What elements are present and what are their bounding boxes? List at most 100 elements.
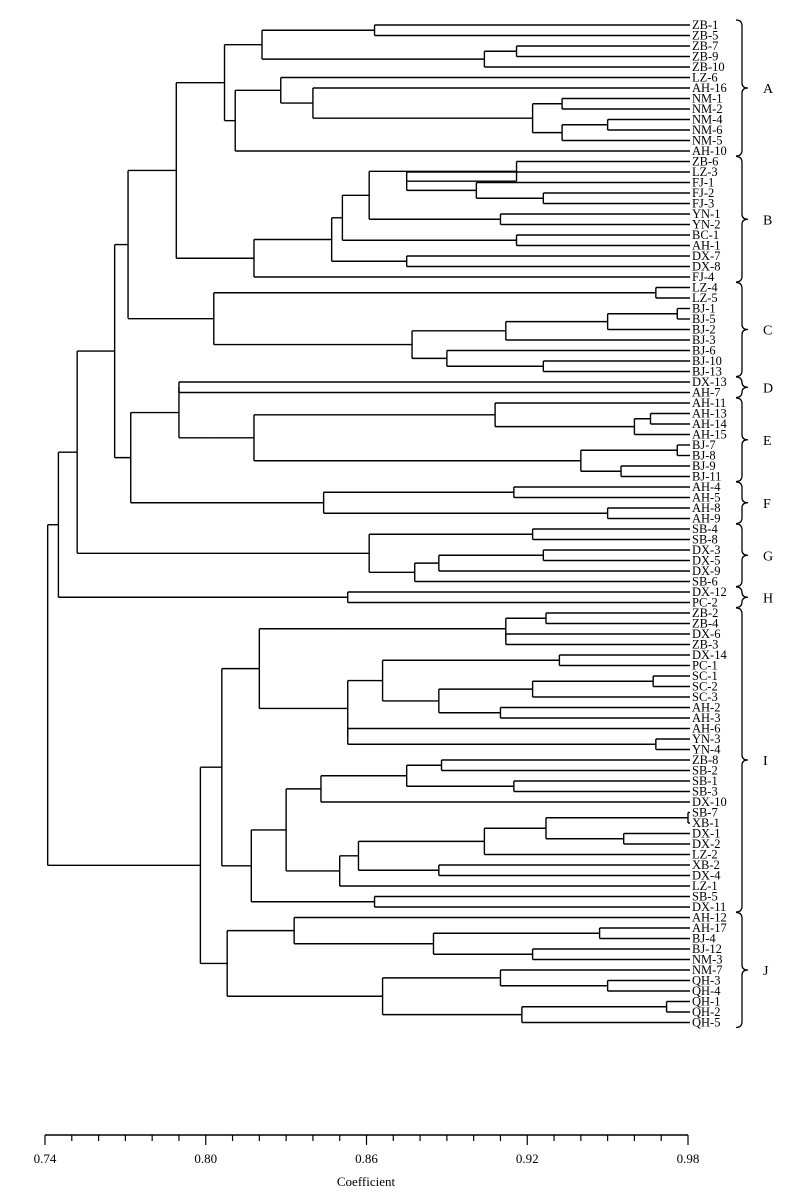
- leaf-label: SB-4: [692, 522, 718, 536]
- x-tick-label: 0.74: [34, 1151, 57, 1166]
- leaf-label: AH-14: [692, 417, 727, 431]
- leaf-label: ZB-3: [692, 638, 718, 652]
- leaf-label: BJ-5: [692, 312, 716, 326]
- leaf-label: LZ-6: [692, 71, 718, 85]
- leaf-label: LZ-2: [692, 848, 718, 862]
- leaf-label: DX-10: [692, 795, 727, 809]
- leaf-label: NM-4: [692, 113, 723, 127]
- leaf-label: LZ-4: [692, 281, 718, 295]
- leaf-label: YN-4: [692, 743, 721, 757]
- leaf-labels: ZB-1ZB-5ZB-7ZB-9ZB-10LZ-6AH-16NM-1NM-2NM…: [692, 18, 727, 1030]
- leaf-label: PC-1: [692, 659, 718, 673]
- leaf-label: SB-8: [692, 533, 718, 547]
- leaf-label: SC-2: [692, 680, 718, 694]
- group-label: J: [763, 964, 769, 979]
- x-tick-label: 0.86: [355, 1151, 378, 1166]
- leaf-label: DX-13: [692, 375, 727, 389]
- dendrogram-branches: [46, 24, 690, 1024]
- leaf-label: SC-1: [692, 669, 718, 683]
- leaf-label: ZB-7: [692, 39, 718, 53]
- leaf-label: SB-6: [692, 575, 718, 589]
- group-brace: [735, 281, 749, 378]
- x-tick-label: 0.98: [677, 1151, 700, 1166]
- group-label: C: [763, 324, 772, 339]
- leaf-label: AH-15: [692, 428, 727, 442]
- leaf-label: AH-17: [692, 921, 727, 935]
- leaf-label: BJ-4: [692, 932, 716, 946]
- x-tick-label: 0.80: [194, 1151, 217, 1166]
- leaf-label: QH-3: [692, 974, 720, 988]
- leaf-label: NM-2: [692, 102, 723, 116]
- leaf-label: DX-14: [692, 648, 727, 662]
- leaf-label: AH-10: [692, 144, 727, 158]
- leaf-label: SB-7: [692, 806, 718, 820]
- group-label: E: [763, 434, 772, 449]
- leaf-label: ZB-10: [692, 60, 725, 74]
- group-label: F: [763, 497, 771, 512]
- leaf-label: NM-5: [692, 134, 723, 148]
- leaf-label: DX-5: [692, 554, 720, 568]
- leaf-label: ZB-8: [692, 753, 718, 767]
- group-brace: [735, 607, 749, 913]
- group-brace: [735, 155, 749, 283]
- leaf-label: NM-3: [692, 953, 723, 967]
- group-brace: [735, 911, 749, 1029]
- leaf-label: BJ-6: [692, 344, 716, 358]
- leaf-label: AH-9: [692, 512, 720, 526]
- leaf-label: DX-4: [692, 869, 721, 883]
- leaf-label: ZB-6: [692, 155, 718, 169]
- leaf-label: AH-8: [692, 501, 720, 515]
- leaf-label: DX-8: [692, 260, 720, 274]
- leaf-label: DX-1: [692, 827, 720, 841]
- leaf-label: FJ-2: [692, 186, 714, 200]
- leaf-label: AH-5: [692, 491, 720, 505]
- leaf-label: BJ-9: [692, 459, 716, 473]
- leaf-label: QH-5: [692, 1016, 720, 1030]
- group-brace: [735, 376, 749, 399]
- leaf-label: AH-16: [692, 81, 727, 95]
- leaf-label: DX-7: [692, 249, 720, 263]
- leaf-label: AH-2: [692, 701, 720, 715]
- leaf-label: QH-2: [692, 1005, 720, 1019]
- leaf-label: LZ-3: [692, 165, 718, 179]
- x-tick-label: 0.92: [516, 1151, 539, 1166]
- leaf-label: AH-12: [692, 911, 727, 925]
- leaf-label: SC-3: [692, 690, 718, 704]
- group-label: I: [763, 754, 768, 769]
- leaf-label: BJ-7: [692, 438, 716, 452]
- leaf-label: SB-3: [692, 785, 718, 799]
- leaf-label: DX-11: [692, 900, 726, 914]
- leaf-label: FJ-1: [692, 176, 714, 190]
- group-label: G: [763, 549, 773, 564]
- leaf-label: BJ-3: [692, 333, 716, 347]
- leaf-label: BJ-11: [692, 470, 721, 484]
- leaf-label: AH-3: [692, 711, 720, 725]
- leaf-label: NM-1: [692, 92, 723, 106]
- cluster-group-braces: A B C D E F G H I J: [735, 19, 774, 1029]
- leaf-label: AH-1: [692, 239, 720, 253]
- leaf-label: ZB-4: [692, 617, 719, 631]
- x-axis: 0.74 0.80 0.86 0.92 0.98: [34, 1134, 700, 1166]
- leaf-label: AH-13: [692, 407, 727, 421]
- group-label: B: [763, 213, 772, 228]
- leaf-label: SB-5: [692, 890, 718, 904]
- x-axis-title: Coefficient: [337, 1174, 396, 1189]
- leaf-label: BJ-1: [692, 302, 716, 316]
- leaf-label: FJ-3: [692, 197, 714, 211]
- group-label: A: [763, 82, 774, 97]
- leaf-label: AH-11: [692, 396, 726, 410]
- leaf-label: BC-1: [692, 228, 719, 242]
- leaf-label: AH-7: [692, 386, 720, 400]
- leaf-label: NM-6: [692, 123, 723, 137]
- group-brace: [735, 19, 749, 157]
- leaf-label: ZB-9: [692, 50, 718, 64]
- leaf-label: LZ-5: [692, 291, 718, 305]
- leaf-label: XB-2: [692, 858, 720, 872]
- leaf-label: BJ-8: [692, 449, 716, 463]
- leaf-label: DX-3: [692, 543, 720, 557]
- leaf-label: BJ-2: [692, 323, 716, 337]
- group-brace: [735, 586, 749, 609]
- leaf-label: PC-2: [692, 596, 718, 610]
- leaf-label: ZB-1: [692, 18, 718, 32]
